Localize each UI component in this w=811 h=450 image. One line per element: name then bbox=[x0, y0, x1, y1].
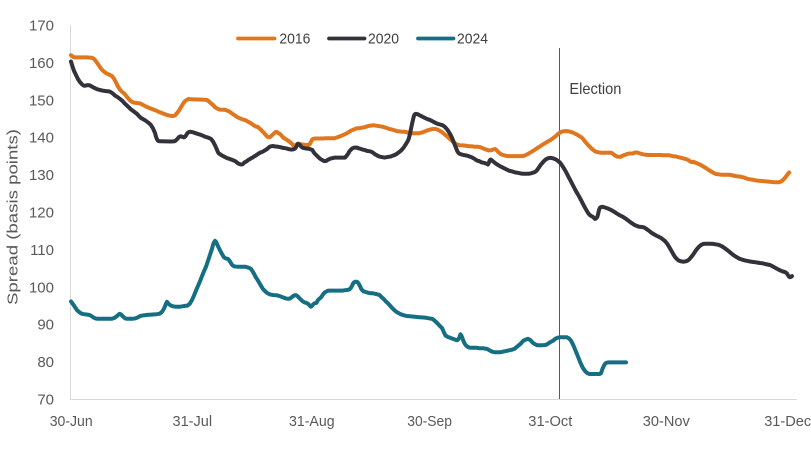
svg-text:Spread (basis points): Spread (basis points) bbox=[5, 129, 22, 305]
svg-text:160: 160 bbox=[29, 55, 54, 72]
svg-text:80: 80 bbox=[37, 354, 54, 371]
svg-text:2024: 2024 bbox=[457, 31, 488, 48]
svg-text:Election: Election bbox=[569, 81, 621, 98]
svg-text:31-Jul: 31-Jul bbox=[173, 413, 213, 430]
svg-text:150: 150 bbox=[29, 92, 54, 109]
svg-text:31-Dec: 31-Dec bbox=[764, 413, 811, 430]
svg-text:30-Nov: 30-Nov bbox=[643, 413, 690, 430]
svg-text:170: 170 bbox=[29, 18, 54, 35]
svg-text:90: 90 bbox=[37, 317, 54, 334]
svg-text:2016: 2016 bbox=[279, 31, 310, 48]
svg-text:31-Aug: 31-Aug bbox=[289, 413, 335, 430]
svg-text:110: 110 bbox=[30, 242, 54, 259]
svg-text:70: 70 bbox=[37, 392, 54, 409]
svg-text:2020: 2020 bbox=[368, 31, 399, 48]
svg-text:30-Sep: 30-Sep bbox=[407, 413, 452, 430]
svg-text:120: 120 bbox=[29, 205, 54, 222]
svg-text:100: 100 bbox=[29, 279, 54, 296]
svg-text:30-Jun: 30-Jun bbox=[50, 413, 93, 430]
svg-text:140: 140 bbox=[29, 130, 54, 147]
svg-text:31-Oct: 31-Oct bbox=[528, 413, 573, 430]
svg-text:130: 130 bbox=[29, 167, 54, 184]
